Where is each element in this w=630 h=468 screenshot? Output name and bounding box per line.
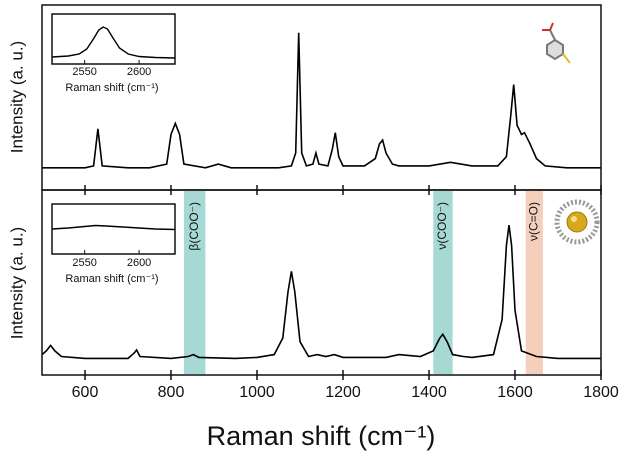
x-tick-label: 2550 (72, 257, 96, 269)
annotation: β(COO⁻) (187, 202, 201, 251)
spectrum (51, 224, 176, 231)
x-axis-label: Raman shift (cm⁻¹) (65, 273, 158, 285)
frame (41, 4, 602, 191)
nanoparticle-icon (554, 199, 600, 245)
x-tick-label: 1000 (239, 384, 275, 401)
spectrum (42, 32, 601, 169)
molecule-icon (542, 22, 571, 64)
x-tick-label: 2600 (127, 257, 151, 269)
x-tick-label: 600 (72, 384, 99, 401)
x-tick-label: 2600 (127, 66, 151, 78)
x-axis-label: Raman shift (cm⁻¹) (207, 421, 436, 451)
frame (51, 13, 176, 65)
x-tick-label: 1400 (411, 384, 447, 401)
x-tick-label: 1600 (497, 384, 533, 401)
band (433, 191, 453, 374)
x-tick-label: 1800 (583, 384, 619, 401)
annotation: ν(COO⁻) (435, 202, 449, 250)
plots: Intensity (a. u.) β(COO⁻) ν(COO⁻) ν(C=O) 600… (7, 4, 619, 451)
spectrum (41, 224, 601, 360)
frame (51, 203, 176, 255)
y-axis-label: Intensity (a. u.) (7, 227, 26, 339)
spectrum (51, 26, 176, 59)
x-tick-label: 1200 (325, 384, 361, 401)
band (525, 191, 543, 374)
x-axis-label: Raman shift (cm⁻¹) (65, 82, 158, 94)
x-tick-label: 2550 (72, 66, 96, 78)
band (183, 191, 206, 374)
x-tick-label: 800 (158, 384, 185, 401)
annotation: ν(C=O) (527, 202, 541, 241)
bands (183, 191, 543, 374)
y-axis-label: Intensity (a. u.) (7, 41, 26, 153)
frame (41, 189, 602, 376)
